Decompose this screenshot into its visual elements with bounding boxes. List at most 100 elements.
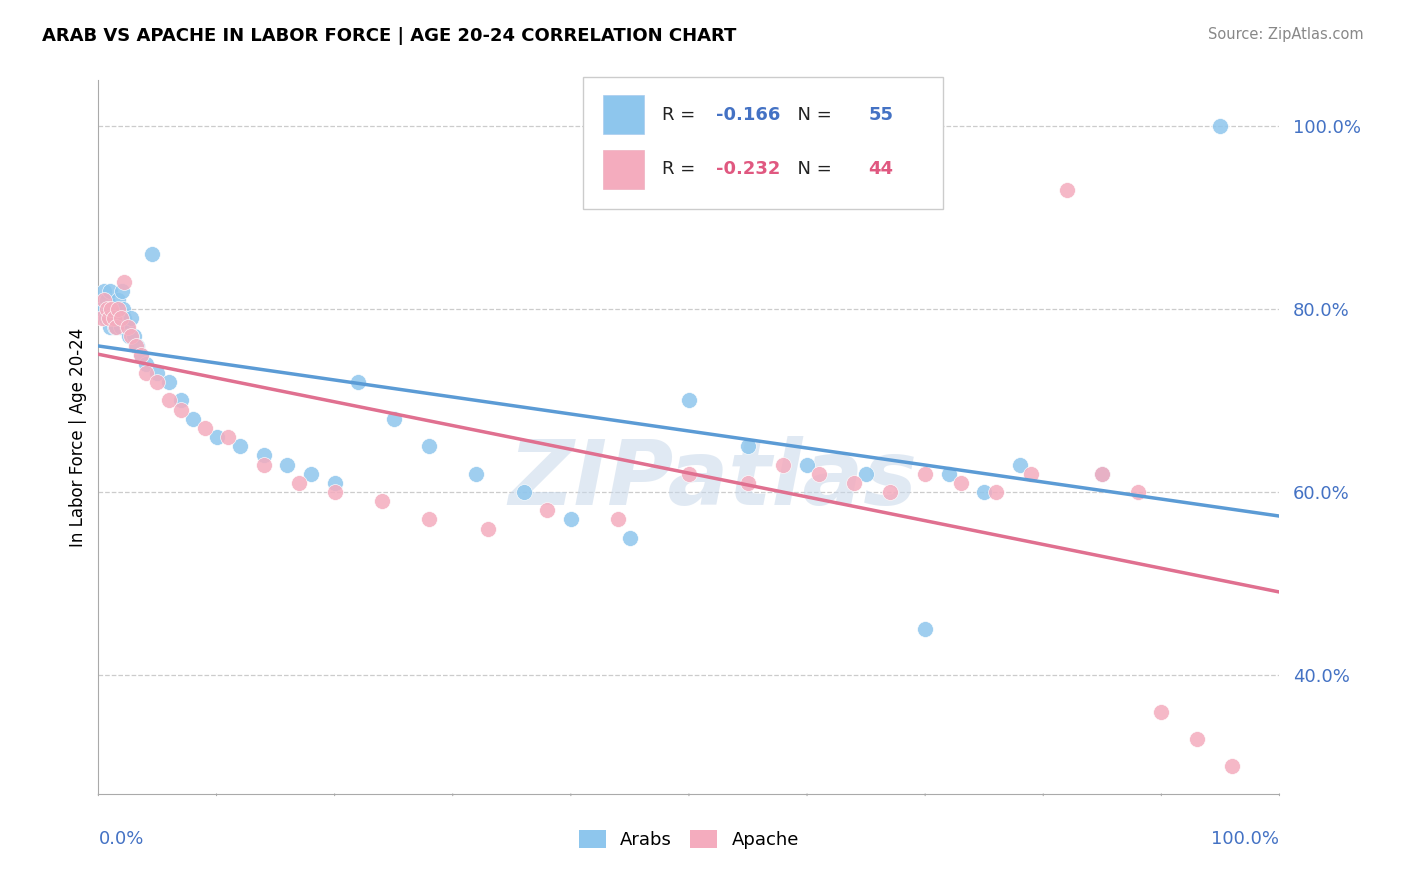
- Point: [107, 301, 129, 316]
- Text: ZIPatlas: ZIPatlas: [508, 436, 917, 524]
- Point: [914, 467, 936, 481]
- Point: [112, 311, 135, 326]
- Point: [100, 301, 122, 316]
- Point: [796, 458, 818, 472]
- Point: [97, 311, 120, 326]
- Point: [98, 320, 121, 334]
- Point: [560, 512, 582, 526]
- Point: [96, 301, 118, 316]
- Point: [984, 485, 1007, 500]
- Point: [91, 311, 114, 326]
- Point: [117, 320, 139, 334]
- Text: -0.232: -0.232: [716, 161, 780, 178]
- Point: [205, 430, 228, 444]
- Point: [104, 320, 127, 334]
- Point: [103, 301, 125, 316]
- Text: 44: 44: [869, 161, 893, 178]
- Point: [914, 622, 936, 636]
- Text: N =: N =: [786, 161, 838, 178]
- Point: [1021, 467, 1043, 481]
- Point: [107, 293, 129, 307]
- Point: [157, 393, 180, 408]
- Point: [299, 467, 322, 481]
- Text: 55: 55: [869, 105, 893, 123]
- Point: [217, 430, 239, 444]
- Point: [111, 284, 134, 298]
- Point: [141, 247, 163, 261]
- Bar: [603, 150, 644, 189]
- Bar: [603, 95, 644, 134]
- Text: Source: ZipAtlas.com: Source: ZipAtlas.com: [1208, 27, 1364, 42]
- Point: [105, 301, 128, 316]
- Point: [127, 338, 149, 352]
- Point: [146, 375, 169, 389]
- Point: [737, 475, 759, 490]
- Point: [253, 449, 276, 463]
- Point: [607, 512, 630, 526]
- Point: [973, 485, 995, 500]
- Point: [121, 329, 143, 343]
- Point: [855, 467, 877, 481]
- Point: [619, 531, 641, 545]
- Point: [512, 485, 534, 500]
- Point: [110, 311, 132, 326]
- Point: [772, 458, 794, 472]
- Point: [121, 311, 143, 326]
- Point: [536, 503, 558, 517]
- Point: [678, 467, 700, 481]
- Point: [844, 475, 866, 490]
- Point: [1056, 183, 1078, 197]
- Point: [253, 458, 276, 472]
- Point: [477, 522, 499, 536]
- Point: [938, 467, 960, 481]
- Point: [110, 320, 132, 334]
- Text: -0.166: -0.166: [716, 105, 780, 123]
- Point: [100, 301, 122, 316]
- Point: [96, 293, 118, 307]
- Point: [98, 284, 121, 298]
- Point: [93, 284, 115, 298]
- Text: R =: R =: [662, 161, 700, 178]
- Point: [112, 301, 135, 316]
- Point: [1091, 467, 1114, 481]
- Point: [170, 393, 193, 408]
- Point: [418, 512, 440, 526]
- Point: [93, 293, 115, 307]
- Text: R =: R =: [662, 105, 700, 123]
- Point: [879, 485, 901, 500]
- Point: [194, 421, 217, 435]
- FancyBboxPatch shape: [582, 77, 943, 209]
- Point: [323, 475, 346, 490]
- Point: [105, 311, 128, 326]
- Point: [678, 393, 700, 408]
- Point: [118, 329, 141, 343]
- Point: [98, 311, 121, 326]
- Point: [115, 320, 138, 334]
- Point: [465, 467, 488, 481]
- Point: [1185, 731, 1208, 746]
- Text: 0.0%: 0.0%: [98, 830, 143, 848]
- Legend: Arabs, Apache: Arabs, Apache: [571, 822, 807, 856]
- Point: [382, 411, 405, 425]
- Point: [371, 494, 394, 508]
- Point: [181, 411, 204, 425]
- Point: [1220, 759, 1243, 773]
- Point: [949, 475, 972, 490]
- Point: [807, 467, 830, 481]
- Point: [737, 439, 759, 453]
- Point: [1126, 485, 1149, 500]
- Point: [135, 357, 157, 371]
- Point: [98, 301, 121, 316]
- Point: [91, 301, 114, 316]
- Point: [112, 275, 135, 289]
- Point: [129, 348, 152, 362]
- Y-axis label: In Labor Force | Age 20-24: In Labor Force | Age 20-24: [69, 327, 87, 547]
- Point: [146, 366, 169, 380]
- Point: [105, 320, 128, 334]
- Point: [288, 475, 311, 490]
- Point: [170, 402, 193, 417]
- Point: [125, 338, 148, 352]
- Point: [129, 348, 152, 362]
- Point: [418, 439, 440, 453]
- Text: 100.0%: 100.0%: [1212, 830, 1279, 848]
